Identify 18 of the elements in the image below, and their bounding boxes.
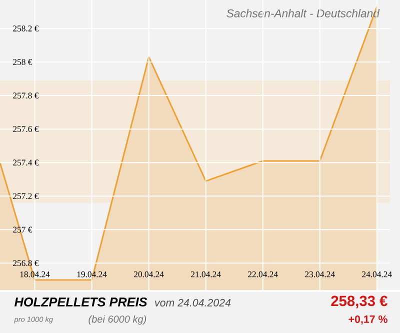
y-tick-label: 257.8 € <box>13 92 39 98</box>
x-tick-label: 22.04.24 <box>248 271 278 278</box>
y-tick-label: 257.4 € <box>13 160 39 166</box>
y-tick-label: 258.2 € <box>13 26 39 32</box>
y-tick-label: 258 € <box>13 59 32 65</box>
text: +0,17 % <box>348 315 388 325</box>
x-tick-label: 24.04.24 <box>362 271 392 278</box>
y-tick-label: 257.6 € <box>13 126 39 132</box>
x-tick-label: 21.04.24 <box>191 271 221 278</box>
text: (bei 6000 kg) <box>88 315 146 325</box>
x-tick-label: 20.04.24 <box>134 271 164 278</box>
text: 258,33 € <box>331 296 388 308</box>
text: HOLZPELLETS PREIS <box>14 298 148 306</box>
text: vom 24.04.2024 <box>155 298 231 306</box>
y-tick-label: 257.2 € <box>13 193 39 200</box>
y-tick-label: 256.8 € <box>13 260 39 266</box>
y-tick-label: 257 € <box>13 226 32 233</box>
x-tick-label: 23.04.24 <box>305 271 335 278</box>
